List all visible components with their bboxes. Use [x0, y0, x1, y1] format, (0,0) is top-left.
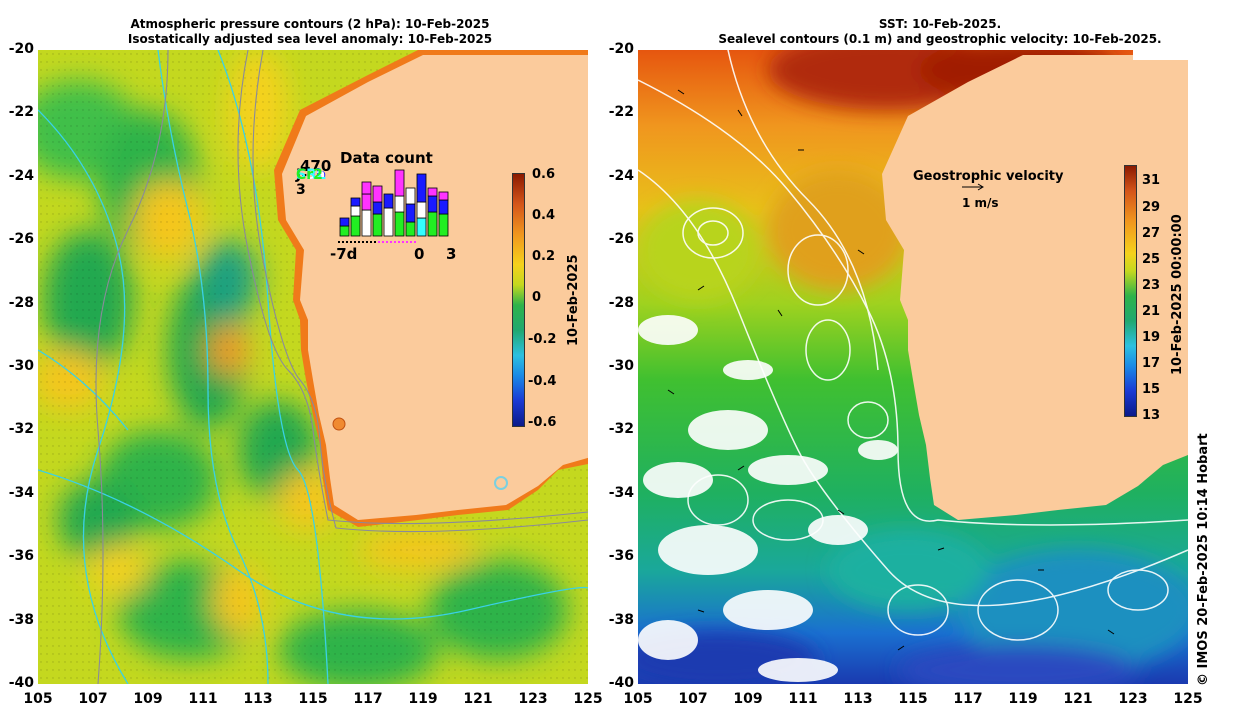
- australia-land: [282, 55, 588, 520]
- right-x-tick: 115: [898, 691, 928, 707]
- right-title-line1: SST: 10-Feb-2025.: [878, 17, 1002, 31]
- pressure-contours: [38, 50, 588, 684]
- right-y-tick: -22: [608, 104, 634, 121]
- left-y-tick: -26: [8, 231, 34, 248]
- sst-cb-tick-2: 27: [1142, 226, 1161, 241]
- left-x-tick: 117: [353, 691, 383, 707]
- right-y-tick: -30: [608, 358, 634, 374]
- left-y-tick: -30: [8, 358, 34, 374]
- sst-cb-tick-4: 23: [1142, 278, 1161, 293]
- legend-s6a: S6a: [296, 167, 326, 183]
- sst-cb-tick-3: 25: [1142, 252, 1161, 267]
- left-y-tick: -24: [8, 167, 34, 184]
- left-y-tick: -32: [8, 421, 34, 438]
- left-x-tick: 125: [573, 691, 603, 707]
- right-y-tick: -24: [608, 167, 634, 184]
- white-corner: [1133, 50, 1188, 60]
- sst-cb-tick-6: 19: [1142, 330, 1161, 345]
- sst-map: [638, 50, 1188, 684]
- island-marker-1: [332, 417, 346, 431]
- left-x-tick: 113: [243, 691, 273, 707]
- left-x-tick: 115: [298, 691, 328, 707]
- sla-cb-tick-2: 0.2: [532, 249, 556, 264]
- sst-cb-tick-8: 15: [1142, 382, 1161, 397]
- data-count-x-end: 3: [446, 245, 457, 263]
- velocity-scale-label: 1 m/s: [962, 196, 999, 210]
- bathymetry-lines: [95, 50, 588, 684]
- left-x-tick: 121: [463, 691, 493, 707]
- geostrophic-velocity-title: Geostrophic velocity: [913, 169, 1064, 184]
- island-marker-2: [494, 476, 508, 490]
- right-x-tick: 109: [733, 691, 763, 707]
- right-x-tick: 105: [623, 691, 653, 707]
- left-y-tick: -28: [8, 294, 34, 311]
- right-x-tick: 123: [1118, 691, 1148, 707]
- left-y-tick: -40: [8, 675, 34, 691]
- left-y-tick: -34: [8, 484, 34, 501]
- sst-cb-tick-7: 17: [1142, 356, 1161, 371]
- data-count-bars: [338, 169, 449, 243]
- sealevel-contours: [638, 50, 1188, 641]
- left-title-line1: Atmospheric pressure contours (2 hPa): 1…: [130, 17, 490, 31]
- right-y-tick: -36: [608, 548, 634, 565]
- legend-s3b: S3b: [296, 167, 326, 183]
- sst-cb-tick-5: 21: [1142, 304, 1161, 319]
- left-x-tick: 123: [518, 691, 548, 707]
- left-y-tick: -20: [8, 41, 34, 57]
- data-count-max: 470: [300, 157, 332, 175]
- right-y-tick: -28: [608, 294, 634, 311]
- data-count-title: Data count: [340, 149, 433, 167]
- legend-cr2: Cr2: [296, 167, 323, 183]
- sla-cb-tick-4: -0.2: [528, 332, 557, 347]
- sst-cb-tick-0: 31: [1142, 173, 1161, 188]
- right-y-tick: -40: [608, 675, 634, 691]
- right-title-line2: Sealevel contours (0.1 m) and geostrophi…: [718, 32, 1162, 46]
- left-x-tick: 107: [78, 691, 108, 707]
- sla-colorbar-label: 10-Feb-2025: [566, 254, 581, 346]
- velocity-scale-arrow: [962, 183, 984, 191]
- velocity-arrows: [667, 89, 1115, 651]
- left-y-tick: -38: [8, 611, 34, 628]
- legend-srl: SRL: [296, 167, 326, 183]
- right-x-tick: 125: [1173, 691, 1203, 707]
- left-x-tick: 119: [408, 691, 438, 707]
- data-count-x-zero: 0: [414, 245, 425, 263]
- right-y-tick: -32: [608, 421, 634, 438]
- left-title-line2: Isostatically adjusted sea level anomaly…: [127, 32, 493, 46]
- sla-map: [38, 50, 588, 684]
- sla-cb-tick-1: 0.4: [532, 208, 556, 223]
- imos-credit: © IMOS 20-Feb-2025 10:14 Hobart: [1196, 433, 1211, 686]
- left-y-tick: -22: [8, 104, 34, 121]
- left-y-tick: -36: [8, 548, 34, 565]
- sst-colorbar: [1124, 165, 1137, 417]
- right-x-tick: 111: [788, 691, 818, 707]
- sla-cb-tick-3: 0: [532, 290, 542, 305]
- data-count-x-start: -7d: [330, 245, 358, 263]
- left-x-tick: 109: [133, 691, 163, 707]
- right-y-tick: -20: [608, 41, 634, 57]
- right-y-tick: -26: [608, 231, 634, 248]
- right-x-tick: 119: [1008, 691, 1038, 707]
- right-x-tick: 107: [678, 691, 708, 707]
- sst-cb-tick-1: 29: [1142, 200, 1161, 215]
- right-y-tick: -34: [608, 484, 634, 501]
- legend-s3a: S3a: [296, 167, 326, 183]
- left-x-tick: 111: [188, 691, 218, 707]
- sla-cb-tick-5: -0.4: [528, 374, 557, 389]
- sst-cb-tick-9: 13: [1142, 408, 1161, 423]
- sla-cb-tick-0: 0.6: [532, 167, 556, 182]
- left-x-tick: 105: [23, 691, 53, 707]
- sst-colorbar-label: 10-Feb-2025 00:00:00: [1170, 214, 1185, 375]
- right-x-tick: 117: [953, 691, 983, 707]
- right-x-tick: 113: [843, 691, 873, 707]
- right-y-tick: -38: [608, 611, 634, 628]
- sla-colorbar: [512, 173, 525, 427]
- sla-cb-tick-6: -0.6: [528, 415, 557, 430]
- legend-j3: J-3: [296, 167, 308, 198]
- cloud-mask: [638, 315, 898, 682]
- right-x-tick: 121: [1063, 691, 1093, 707]
- sst-australia-land: [882, 55, 1188, 520]
